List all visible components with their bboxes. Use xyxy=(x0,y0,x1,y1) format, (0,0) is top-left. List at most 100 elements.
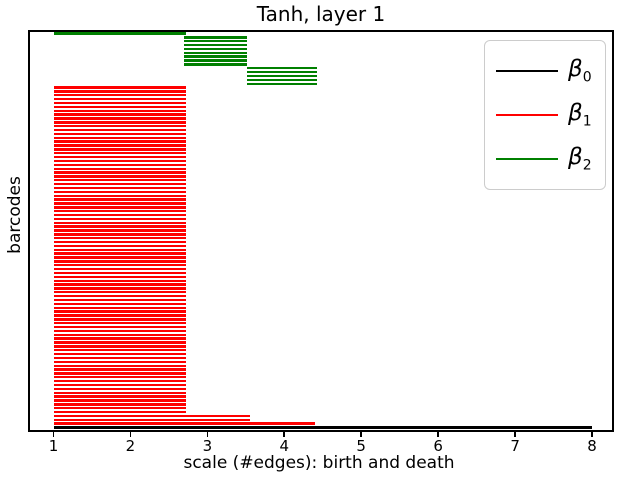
barcode-bar-beta1 xyxy=(53,190,186,194)
y-axis-label: barcodes xyxy=(5,176,25,254)
barcode-bar-beta2 xyxy=(53,32,186,35)
barcode-bars-layer xyxy=(30,32,612,430)
barcode-bar-beta1 xyxy=(53,233,186,236)
legend-entry-beta2: β2 xyxy=(485,143,605,174)
barcode-bar-beta1 xyxy=(53,356,186,360)
barcode-bar-beta1 xyxy=(53,395,186,398)
barcode-bar-beta2 xyxy=(247,70,317,74)
legend-entry-beta1: β1 xyxy=(485,99,605,130)
barcode-bar-beta1 xyxy=(53,182,186,186)
x-tick-label: 1 xyxy=(48,437,59,455)
barcode-bar-beta1 xyxy=(53,318,186,321)
barcode-bar-beta1 xyxy=(53,279,186,282)
barcode-bar-beta1 xyxy=(53,372,186,375)
barcode-bar-beta2 xyxy=(184,40,248,43)
barcode-bar-beta1 xyxy=(53,117,186,120)
barcode-bar-beta1 xyxy=(53,94,186,97)
x-tick-mark xyxy=(591,432,593,437)
barcode-bar-beta1 xyxy=(53,175,186,178)
barcode-bar-beta1 xyxy=(53,86,186,89)
barcode-bar-beta2 xyxy=(184,43,248,47)
barcode-bar-beta1 xyxy=(53,136,186,139)
barcode-bar-beta1 xyxy=(53,221,186,224)
legend-line-sample-beta0 xyxy=(496,69,558,73)
barcode-bar-beta1 xyxy=(53,90,186,93)
barcode-bar-beta2 xyxy=(184,36,248,39)
barcode-bar-beta2 xyxy=(247,67,317,70)
barcode-bar-beta1 xyxy=(53,194,186,197)
barcode-bar-beta2 xyxy=(247,78,317,82)
x-tick-label: 4 xyxy=(279,437,290,455)
barcode-bar-beta1 xyxy=(53,148,186,151)
legend-label-beta1: β1 xyxy=(568,99,592,130)
barcode-bar-beta1 xyxy=(53,128,186,132)
x-tick-label: 6 xyxy=(433,437,443,455)
barcode-bar-beta1 xyxy=(53,105,186,109)
barcode-bar-beta1 xyxy=(53,364,186,367)
x-tick-mark xyxy=(52,432,55,437)
barcode-bar-beta1 xyxy=(53,383,186,387)
barcode-bar-beta2 xyxy=(184,55,248,58)
barcode-bar-beta1 xyxy=(53,306,186,309)
barcode-bar-beta1 xyxy=(53,345,186,348)
barcode-bar-beta1 xyxy=(53,264,186,267)
barcode-bar-beta1 xyxy=(53,179,186,182)
barcode-bar-beta1 xyxy=(53,198,186,201)
barcode-bar-beta1 xyxy=(53,202,186,205)
barcode-bar-beta1 xyxy=(53,132,186,136)
barcode-bar-beta1 xyxy=(53,271,186,275)
barcode-bar-beta1 xyxy=(53,406,186,410)
legend-line-sample-beta1 xyxy=(496,113,558,117)
barcode-bar-beta1 xyxy=(53,237,186,240)
barcode-bar-beta2 xyxy=(247,82,317,85)
barcode-bar-beta1 xyxy=(53,240,186,244)
x-tick-mark xyxy=(129,432,132,437)
barcode-bar-beta1 xyxy=(53,414,250,418)
barcode-bar-beta1 xyxy=(53,360,186,364)
barcode-bar-beta1 xyxy=(53,229,186,232)
legend-label-beta2: β2 xyxy=(568,143,592,174)
x-tick-mark xyxy=(206,432,209,437)
x-tick-mark xyxy=(360,432,363,437)
barcode-bar-beta1 xyxy=(53,163,186,167)
barcode-bar-beta1 xyxy=(53,314,186,317)
barcode-bar-beta1 xyxy=(53,121,186,124)
barcode-bar-beta1 xyxy=(53,422,316,425)
chart-title: Tanh, layer 1 xyxy=(256,2,386,26)
barcode-bar-beta2 xyxy=(184,59,248,62)
barcode-bar-beta1 xyxy=(53,341,186,344)
barcode-bar-beta1 xyxy=(53,101,186,105)
barcode-bar-beta1 xyxy=(53,294,186,298)
barcode-bar-beta1 xyxy=(53,410,186,414)
barcode-bar-beta1 xyxy=(53,387,186,391)
legend: β0 β1 β2 xyxy=(484,40,606,190)
barcode-bar-beta1 xyxy=(53,298,186,302)
barcode-bar-beta1 xyxy=(53,418,250,421)
barcode-bar-beta1 xyxy=(53,403,186,406)
x-tick-label: 5 xyxy=(356,437,366,455)
barcode-bar-beta1 xyxy=(53,352,186,356)
barcode-bar-beta1 xyxy=(53,155,186,159)
x-tick-label: 2 xyxy=(125,437,136,455)
barcode-bar-beta1 xyxy=(53,256,186,259)
barcode-bar-beta1 xyxy=(53,337,186,340)
barcode-bar-beta1 xyxy=(53,260,186,263)
barcode-bar-beta1 xyxy=(53,152,186,155)
barcode-bar-beta1 xyxy=(53,213,186,217)
barcode-bar-beta1 xyxy=(53,283,186,286)
legend-label-beta0: β0 xyxy=(568,55,592,86)
barcode-bar-beta2 xyxy=(184,47,248,51)
x-tick-mark xyxy=(437,432,440,437)
barcode-bar-beta1 xyxy=(53,399,186,402)
barcode-bar-beta1 xyxy=(53,209,186,213)
barcode-bar-beta1 xyxy=(53,333,186,336)
barcode-bar-beta1 xyxy=(53,376,186,379)
barcode-bar-beta1 xyxy=(53,325,186,329)
barcode-bar-beta1 xyxy=(53,217,186,221)
barcode-bar-beta1 xyxy=(53,302,186,306)
x-tick-label: 8 xyxy=(587,437,597,455)
barcode-bar-beta1 xyxy=(53,206,186,209)
barcode-bar-beta1 xyxy=(53,113,186,116)
legend-entry-beta0: β0 xyxy=(485,55,605,86)
barcode-bar-beta1 xyxy=(53,244,186,248)
